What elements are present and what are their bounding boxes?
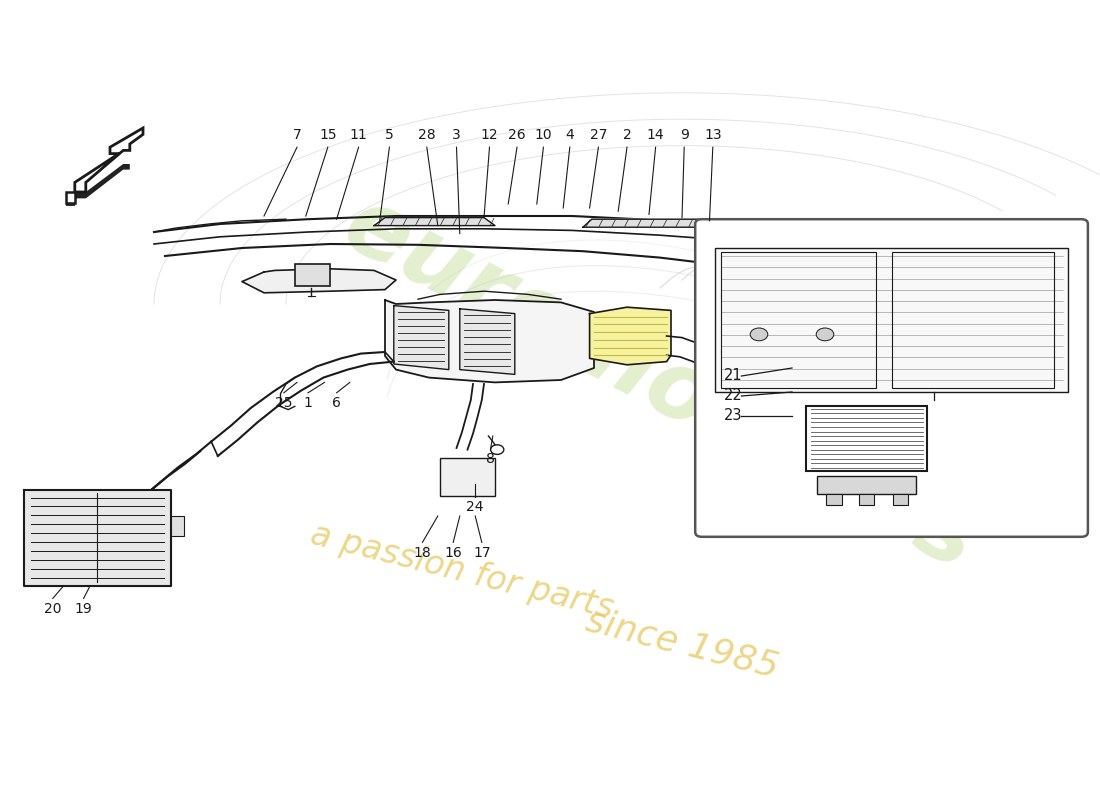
Polygon shape <box>75 128 143 192</box>
Text: 5: 5 <box>385 129 394 142</box>
Text: 28: 28 <box>418 129 436 142</box>
Bar <box>295 264 330 286</box>
Polygon shape <box>24 490 170 586</box>
Text: since 1985: since 1985 <box>582 604 782 684</box>
Text: 3: 3 <box>452 129 461 142</box>
Text: 27: 27 <box>590 129 607 142</box>
Circle shape <box>750 328 768 341</box>
Polygon shape <box>66 192 75 203</box>
Text: 22: 22 <box>724 389 743 403</box>
Bar <box>806 406 927 471</box>
Text: 13: 13 <box>704 129 722 142</box>
Bar <box>715 248 1068 392</box>
Text: 19: 19 <box>75 602 92 616</box>
Polygon shape <box>394 306 449 370</box>
Text: 7: 7 <box>293 129 301 142</box>
Text: 26: 26 <box>508 129 526 142</box>
Text: 24: 24 <box>466 500 484 514</box>
Polygon shape <box>66 203 75 206</box>
Text: 4: 4 <box>565 129 574 142</box>
Text: 10: 10 <box>535 129 552 142</box>
Polygon shape <box>460 309 515 374</box>
Bar <box>170 516 184 536</box>
Polygon shape <box>374 218 495 226</box>
Text: 2: 2 <box>623 129 631 142</box>
Text: a passion for parts: a passion for parts <box>307 518 617 626</box>
Text: 20: 20 <box>44 602 62 616</box>
Text: 1: 1 <box>304 396 312 410</box>
Polygon shape <box>242 269 396 293</box>
Text: 17: 17 <box>473 546 491 560</box>
Text: 8: 8 <box>486 452 495 466</box>
Text: 6: 6 <box>332 396 341 410</box>
Bar <box>826 494 842 505</box>
Bar <box>817 476 916 494</box>
Bar <box>720 252 876 388</box>
Text: 16: 16 <box>444 546 462 560</box>
Polygon shape <box>583 219 706 227</box>
Text: 12: 12 <box>481 129 498 142</box>
Bar <box>440 458 495 496</box>
Text: 9: 9 <box>680 129 689 142</box>
Text: 25: 25 <box>275 396 293 410</box>
Bar <box>892 494 907 505</box>
Text: 18: 18 <box>414 546 431 560</box>
Text: 14: 14 <box>647 129 664 142</box>
FancyBboxPatch shape <box>695 219 1088 537</box>
Polygon shape <box>385 300 594 382</box>
Bar <box>891 252 1054 388</box>
Bar <box>859 494 874 505</box>
Polygon shape <box>75 164 130 198</box>
Text: euromobiltes: euromobiltes <box>328 178 992 590</box>
Text: 15: 15 <box>319 129 337 142</box>
Polygon shape <box>590 307 671 365</box>
Circle shape <box>816 328 834 341</box>
Text: 23: 23 <box>724 409 743 423</box>
Text: 21: 21 <box>724 369 743 383</box>
Circle shape <box>491 445 504 454</box>
Text: 11: 11 <box>350 129 367 142</box>
